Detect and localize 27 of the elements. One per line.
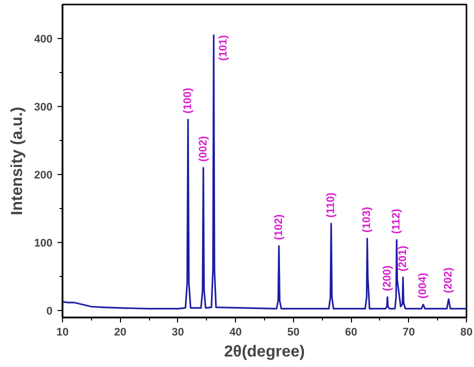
x-tick-label: 10 — [56, 326, 69, 338]
annotation: (101) — [218, 34, 230, 61]
x-tick-label: 30 — [172, 326, 184, 338]
y-tick-label: 400 — [34, 34, 53, 46]
y-tick-label: 0 — [46, 306, 53, 318]
annotation: (004) — [417, 272, 430, 299]
annotation: (200) — [381, 265, 394, 292]
annotation: (103) — [361, 206, 374, 233]
x-tick-label: 80 — [460, 326, 473, 338]
y-tick-label: 100 — [34, 238, 53, 250]
annotation: (202) — [442, 267, 455, 294]
line-series — [62, 34, 466, 310]
y-axis-title: Intensity (a.u.) — [9, 106, 26, 216]
annotation: (112) — [390, 208, 403, 234]
annotation: (002) — [197, 136, 210, 162]
annotation: (100) — [182, 87, 194, 114]
x-tick-label: 40 — [230, 326, 242, 338]
x-axis-title: 2θ(degree) — [224, 344, 305, 360]
y-tick-label: 300 — [34, 102, 53, 114]
x-tick-label: 50 — [287, 326, 300, 338]
annotation: (110) — [325, 192, 338, 218]
x-tick-label: 70 — [402, 326, 415, 338]
x-tick-label: 20 — [114, 326, 126, 338]
annotation: (201) — [397, 245, 410, 272]
annotation: (102) — [272, 214, 285, 240]
x-tick-label: 60 — [344, 326, 358, 338]
y-tick-label: 200 — [34, 170, 53, 182]
